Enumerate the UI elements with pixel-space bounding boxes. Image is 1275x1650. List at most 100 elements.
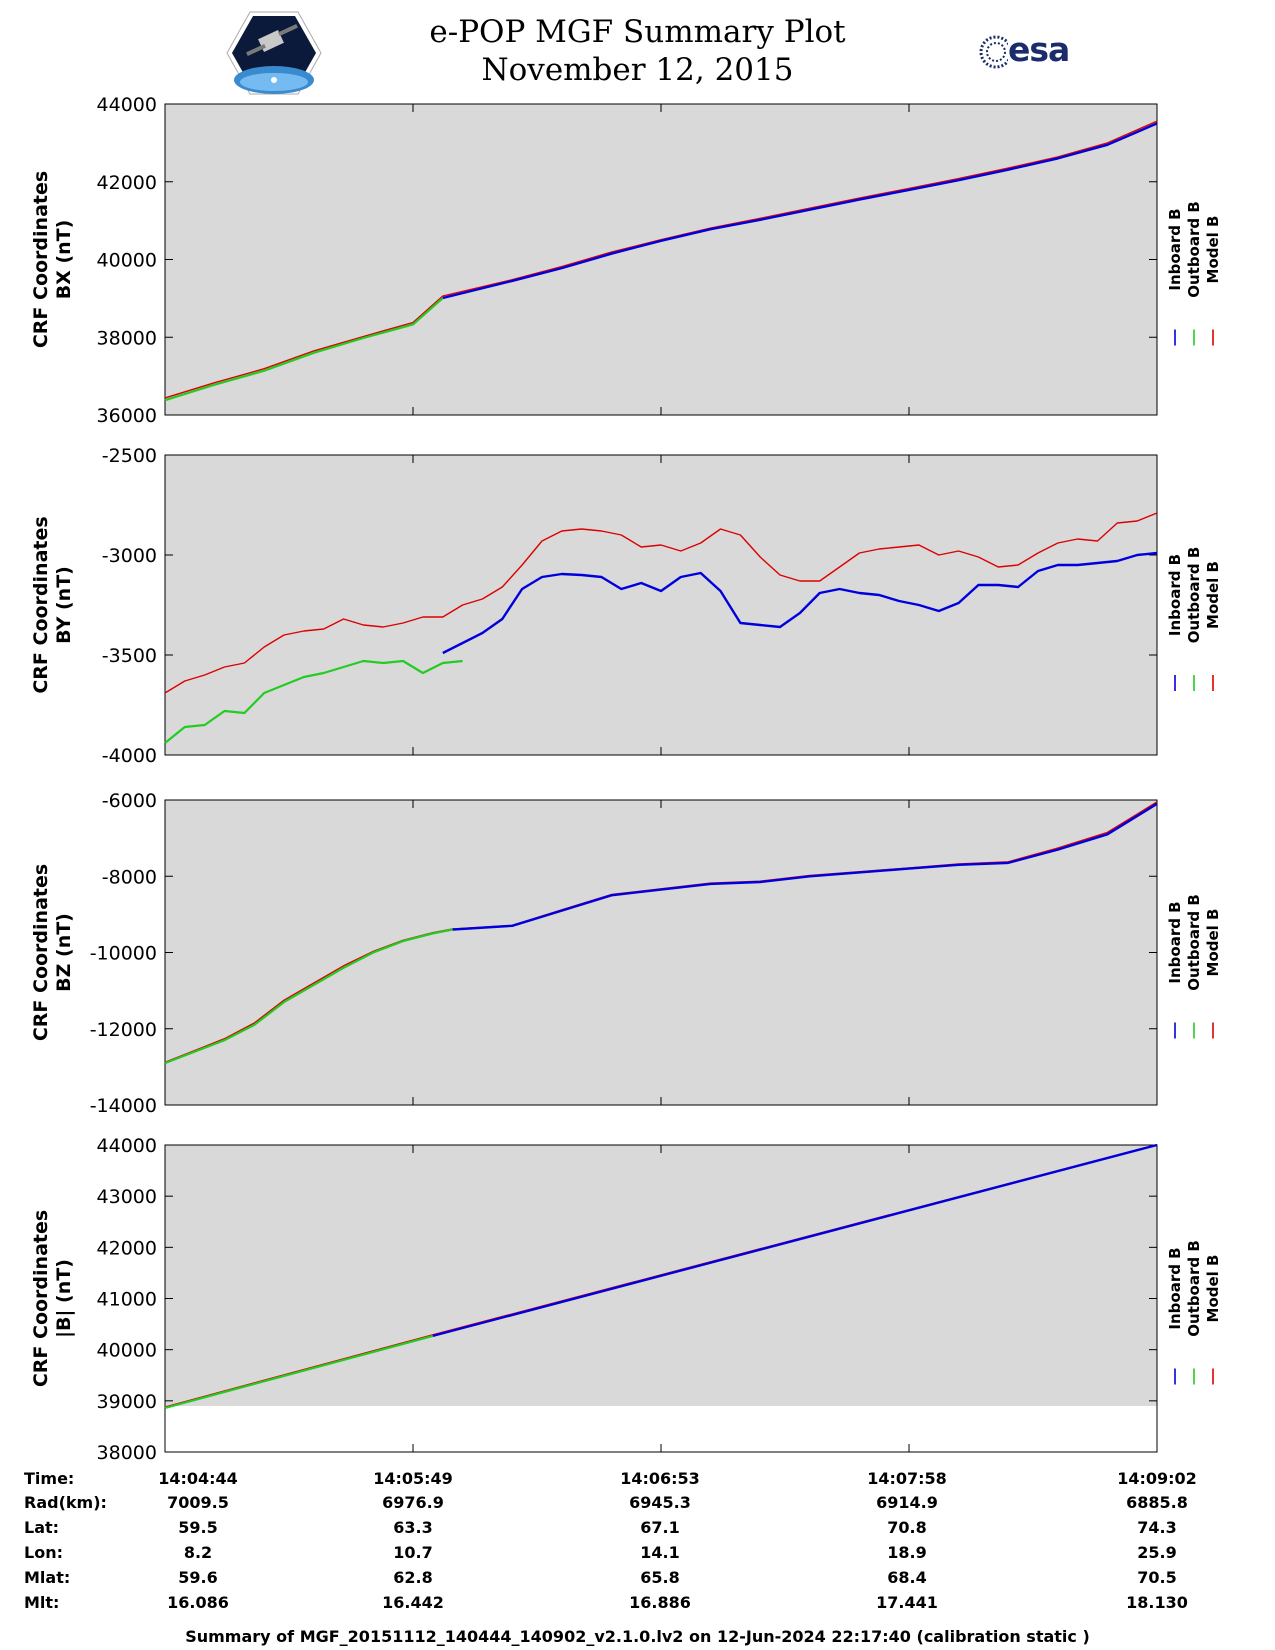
info-row-value: 18.130: [1126, 1593, 1188, 1612]
y-tick-label: -4000: [102, 745, 157, 767]
y-axis-label-line1: CRF Coordinates: [30, 516, 52, 693]
info-row-value: 70.5: [1137, 1568, 1176, 1587]
legend-label-inboard-b: Inboard B: [1166, 901, 1184, 983]
y-tick-label: 42000: [97, 172, 157, 194]
info-row-value: 16.886: [629, 1593, 691, 1612]
info-row-value: 16.086: [167, 1593, 229, 1612]
series-line-inboard-b: [432, 1143, 1158, 1338]
plot-background: [165, 455, 1157, 755]
y-tick-label: -3000: [102, 545, 157, 567]
y-tick-label: 44000: [97, 94, 157, 116]
series-line-inboard-b: [442, 122, 1158, 300]
info-row-value: 59.6: [178, 1568, 217, 1587]
legend-label-model-b: Model B: [1204, 561, 1222, 629]
info-row-label: Mlt:: [24, 1593, 59, 1612]
info-row-value: 14:09:02: [1117, 1469, 1197, 1488]
y-tick-label: 38000: [97, 1442, 157, 1464]
info-row-value: 6885.8: [1126, 1493, 1188, 1512]
info-row-value: 14:06:53: [620, 1469, 700, 1488]
y-axis-label-line2: BY (nT): [53, 566, 75, 644]
y-axis-label-line1: CRF Coordinates: [30, 1210, 52, 1387]
legend-label-outboard-b: Outboard B: [1185, 201, 1203, 298]
legend-label-inboard-b: Inboard B: [1166, 208, 1184, 290]
info-row-value: 62.8: [393, 1568, 432, 1587]
chart-panel-2: -4000 -3500 -3000 -2500 CRF Coordinates BY (n…: [30, 445, 1222, 767]
y-tick-label: -6000: [102, 790, 157, 812]
series-line-model-b: [164, 512, 1158, 694]
info-row-value: 74.3: [1137, 1518, 1176, 1537]
info-row-value: 59.5: [178, 1518, 217, 1537]
y-tick-label: 40000: [97, 250, 157, 272]
info-row-value: 65.8: [640, 1568, 679, 1587]
y-tick-label: 38000: [97, 327, 157, 349]
info-row-label: Rad(km):: [24, 1493, 107, 1512]
cassiope-logo: [226, 10, 322, 96]
y-tick-label: -8000: [102, 866, 157, 888]
series-line-outboard-b: [164, 659, 463, 744]
y-tick-label: -10000: [90, 943, 157, 965]
info-row-value: 16.442: [382, 1593, 444, 1612]
y-tick-label: 42000: [97, 1237, 157, 1259]
info-row-value: 6945.3: [629, 1493, 691, 1512]
esa-logo: esa: [978, 30, 1098, 74]
info-row-value: 8.2: [184, 1543, 212, 1562]
y-tick-label: 44000: [97, 1135, 157, 1157]
info-row-value: 6914.9: [876, 1493, 938, 1512]
y-tick-label: 36000: [97, 405, 157, 427]
chart-panel-3: -14000 -12000 -10000 -8000 -6000 CRF Coordina…: [30, 790, 1222, 1117]
y-axis-label-line1: CRF Coordinates: [30, 171, 52, 348]
info-row-value: 63.3: [393, 1518, 432, 1537]
legend-label-inboard-b: Inboard B: [1166, 554, 1184, 636]
info-row-value: 7009.5: [167, 1493, 229, 1512]
series-line-outboard-b: [164, 1334, 434, 1410]
info-row-value: 10.7: [393, 1543, 432, 1562]
info-row-value: 68.4: [887, 1568, 926, 1587]
legend-label-outboard-b: Outboard B: [1185, 1240, 1203, 1337]
y-axis-label-line2: BZ (nT): [53, 913, 75, 992]
y-axis-label-line2: BX (nT): [53, 220, 75, 300]
legend-label-model-b: Model B: [1204, 1255, 1222, 1323]
info-row-value: 18.9: [887, 1543, 926, 1562]
legend-label-model-b: Model B: [1204, 909, 1222, 977]
info-row-value: 6976.9: [382, 1493, 444, 1512]
info-row-label: Mlat:: [24, 1568, 70, 1587]
info-row-value: 14.1: [640, 1543, 679, 1562]
info-row-label: Lon:: [24, 1543, 63, 1562]
y-tick-label: 41000: [97, 1289, 157, 1311]
info-row-value: 14:04:44: [158, 1469, 238, 1488]
page-title: e-POP MGF Summary Plot: [429, 14, 846, 50]
legend-label-outboard-b: Outboard B: [1185, 547, 1203, 644]
y-tick-label: 40000: [97, 1340, 157, 1362]
legend-label-inboard-b: Inboard B: [1166, 1247, 1184, 1329]
info-row-label: Lat:: [24, 1518, 59, 1537]
info-row-value: 17.441: [876, 1593, 938, 1612]
y-tick-label: -12000: [90, 1019, 157, 1041]
chart-panel-4: 38000 39000 40000 41000 42000 43000 44000 CRF C…: [30, 1135, 1222, 1464]
series-line-inboard-b: [442, 551, 1158, 655]
y-tick-label: -14000: [90, 1095, 157, 1117]
info-row-value: 70.8: [887, 1518, 926, 1537]
y-axis-label-line1: CRF Coordinates: [30, 864, 52, 1041]
plot-background: [165, 104, 1157, 415]
page-subtitle-date: November 12, 2015: [481, 52, 794, 88]
y-tick-label: -2500: [102, 445, 157, 467]
info-row-value: 67.1: [640, 1518, 679, 1537]
info-row-value: 25.9: [1137, 1543, 1176, 1562]
chart-panel-1: 36000 38000 40000 42000 44000 CRF Coordinates…: [30, 94, 1222, 427]
series-line-inboard-b: [452, 802, 1158, 931]
info-row-value: 14:05:49: [373, 1469, 453, 1488]
info-row-value: 14:07:58: [867, 1469, 947, 1488]
plot-background: [165, 800, 1157, 1105]
legend-label-model-b: Model B: [1204, 216, 1222, 284]
esa-logo-text: esa: [1008, 30, 1070, 69]
legend-label-outboard-b: Outboard B: [1185, 894, 1203, 991]
y-tick-label: 43000: [97, 1186, 157, 1208]
footer-summary: Summary of MGF_20151112_140444_140902_v2…: [185, 1627, 1090, 1646]
series-line-outboard-b: [164, 297, 444, 402]
y-tick-label: 39000: [97, 1391, 157, 1413]
y-axis-label-line2: |B| (nT): [53, 1259, 75, 1338]
y-tick-label: -3500: [102, 645, 157, 667]
series-line-outboard-b: [164, 928, 453, 1065]
info-row-label: Time:: [24, 1469, 74, 1488]
